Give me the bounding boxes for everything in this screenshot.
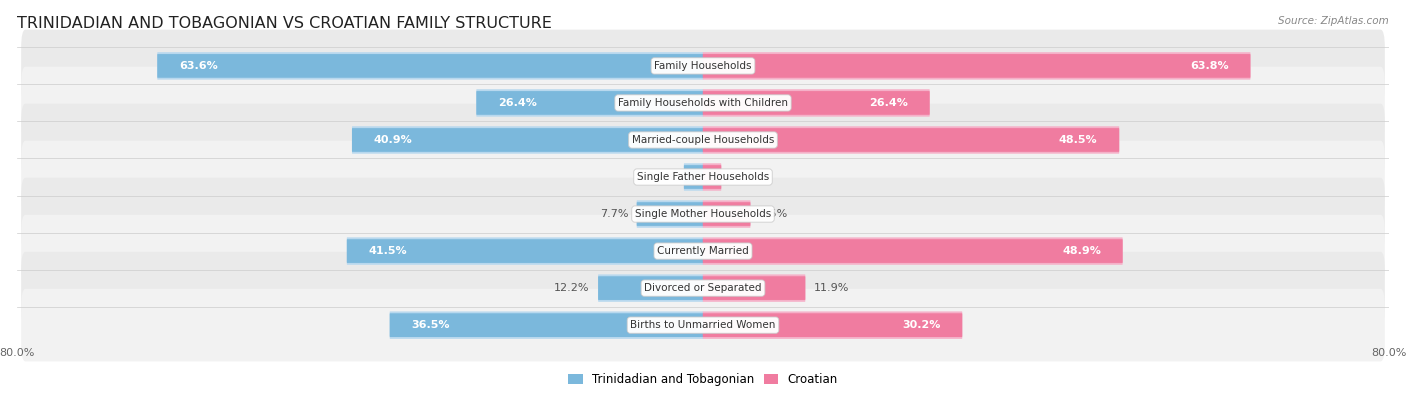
Text: Married-couple Households: Married-couple Households — [631, 135, 775, 145]
FancyBboxPatch shape — [389, 311, 703, 339]
Text: 26.4%: 26.4% — [869, 98, 908, 108]
Text: 40.9%: 40.9% — [374, 135, 412, 145]
FancyBboxPatch shape — [637, 202, 703, 226]
Text: 48.5%: 48.5% — [1059, 135, 1098, 145]
FancyBboxPatch shape — [21, 252, 1385, 324]
FancyBboxPatch shape — [21, 103, 1385, 176]
Text: 63.8%: 63.8% — [1189, 61, 1229, 71]
Text: Family Households with Children: Family Households with Children — [619, 98, 787, 108]
FancyBboxPatch shape — [21, 215, 1385, 288]
FancyBboxPatch shape — [21, 30, 1385, 102]
FancyBboxPatch shape — [347, 239, 703, 263]
Text: 36.5%: 36.5% — [412, 320, 450, 330]
Text: Single Father Households: Single Father Households — [637, 172, 769, 182]
FancyBboxPatch shape — [703, 311, 962, 339]
FancyBboxPatch shape — [703, 89, 929, 117]
FancyBboxPatch shape — [389, 313, 703, 337]
FancyBboxPatch shape — [703, 200, 751, 228]
Text: Divorced or Separated: Divorced or Separated — [644, 283, 762, 293]
FancyBboxPatch shape — [21, 289, 1385, 361]
FancyBboxPatch shape — [703, 91, 929, 115]
FancyBboxPatch shape — [637, 200, 703, 228]
FancyBboxPatch shape — [477, 89, 703, 117]
FancyBboxPatch shape — [352, 128, 703, 152]
Text: 5.5%: 5.5% — [759, 209, 787, 219]
Text: Currently Married: Currently Married — [657, 246, 749, 256]
FancyBboxPatch shape — [703, 202, 751, 226]
FancyBboxPatch shape — [703, 313, 962, 337]
Text: 2.1%: 2.1% — [730, 172, 758, 182]
FancyBboxPatch shape — [703, 237, 1122, 265]
FancyBboxPatch shape — [703, 52, 1250, 80]
Text: Family Households: Family Households — [654, 61, 752, 71]
Text: 41.5%: 41.5% — [368, 246, 408, 256]
FancyBboxPatch shape — [703, 163, 721, 191]
Text: TRINIDADIAN AND TOBAGONIAN VS CROATIAN FAMILY STRUCTURE: TRINIDADIAN AND TOBAGONIAN VS CROATIAN F… — [17, 16, 551, 31]
FancyBboxPatch shape — [683, 165, 703, 189]
Text: Single Mother Households: Single Mother Households — [636, 209, 770, 219]
FancyBboxPatch shape — [477, 91, 703, 115]
FancyBboxPatch shape — [347, 237, 703, 265]
FancyBboxPatch shape — [703, 54, 1250, 78]
FancyBboxPatch shape — [352, 126, 703, 154]
FancyBboxPatch shape — [703, 165, 721, 189]
Text: Source: ZipAtlas.com: Source: ZipAtlas.com — [1278, 16, 1389, 26]
FancyBboxPatch shape — [703, 126, 1119, 154]
FancyBboxPatch shape — [598, 276, 703, 300]
Text: 12.2%: 12.2% — [554, 283, 589, 293]
FancyBboxPatch shape — [703, 276, 806, 300]
Legend: Trinidadian and Tobagonian, Croatian: Trinidadian and Tobagonian, Croatian — [564, 369, 842, 391]
Text: 48.9%: 48.9% — [1062, 246, 1101, 256]
FancyBboxPatch shape — [21, 141, 1385, 213]
FancyBboxPatch shape — [598, 275, 703, 302]
Text: Births to Unmarried Women: Births to Unmarried Women — [630, 320, 776, 330]
FancyBboxPatch shape — [21, 178, 1385, 250]
Text: 11.9%: 11.9% — [814, 283, 849, 293]
Text: 7.7%: 7.7% — [600, 209, 628, 219]
FancyBboxPatch shape — [703, 239, 1122, 263]
Text: 30.2%: 30.2% — [903, 320, 941, 330]
FancyBboxPatch shape — [21, 67, 1385, 139]
FancyBboxPatch shape — [683, 163, 703, 191]
Text: 26.4%: 26.4% — [498, 98, 537, 108]
FancyBboxPatch shape — [157, 52, 703, 80]
FancyBboxPatch shape — [157, 54, 703, 78]
Text: 2.2%: 2.2% — [647, 172, 675, 182]
FancyBboxPatch shape — [703, 128, 1119, 152]
Text: 63.6%: 63.6% — [179, 61, 218, 71]
FancyBboxPatch shape — [703, 275, 806, 302]
